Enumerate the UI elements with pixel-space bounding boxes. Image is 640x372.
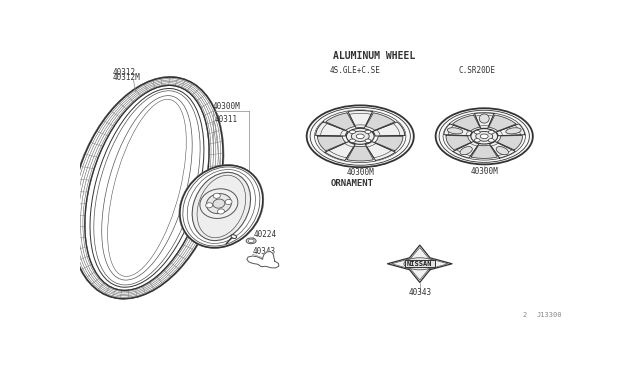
Ellipse shape — [179, 165, 264, 248]
Ellipse shape — [479, 114, 489, 123]
Text: 40311: 40311 — [215, 115, 238, 124]
Ellipse shape — [213, 193, 220, 198]
Polygon shape — [326, 113, 355, 130]
Ellipse shape — [346, 128, 374, 144]
Ellipse shape — [246, 238, 256, 244]
Text: 40224: 40224 — [253, 230, 276, 238]
Text: C.SR20DE: C.SR20DE — [458, 66, 495, 75]
Polygon shape — [474, 113, 494, 128]
Text: ALUMINUM WHEEL: ALUMINUM WHEEL — [333, 51, 415, 61]
Ellipse shape — [213, 199, 225, 208]
Ellipse shape — [351, 131, 369, 141]
Text: 40312: 40312 — [112, 68, 136, 77]
Ellipse shape — [102, 96, 192, 280]
Text: 4S.GLE+C.SE: 4S.GLE+C.SE — [330, 66, 381, 75]
Ellipse shape — [248, 239, 254, 243]
Text: 40343: 40343 — [408, 288, 431, 297]
Ellipse shape — [356, 134, 364, 139]
Ellipse shape — [404, 258, 436, 270]
Polygon shape — [365, 142, 396, 161]
Ellipse shape — [488, 131, 494, 134]
Polygon shape — [372, 122, 405, 136]
Text: NISSAN: NISSAN — [407, 261, 433, 267]
Polygon shape — [453, 141, 479, 158]
Ellipse shape — [192, 172, 250, 241]
Ellipse shape — [476, 131, 493, 141]
Polygon shape — [497, 135, 522, 150]
Polygon shape — [444, 124, 472, 136]
Ellipse shape — [231, 235, 237, 238]
Ellipse shape — [447, 128, 463, 134]
Ellipse shape — [365, 139, 371, 142]
Text: ORNAMENT: ORNAMENT — [330, 179, 374, 189]
Ellipse shape — [474, 139, 480, 142]
Ellipse shape — [205, 203, 212, 208]
Ellipse shape — [474, 131, 480, 134]
Ellipse shape — [307, 105, 414, 167]
Polygon shape — [316, 122, 348, 136]
Polygon shape — [365, 113, 395, 130]
Ellipse shape — [349, 139, 355, 142]
Ellipse shape — [488, 139, 494, 142]
Text: 40300M: 40300M — [470, 167, 498, 176]
Ellipse shape — [90, 89, 204, 287]
Ellipse shape — [365, 130, 371, 134]
Polygon shape — [348, 110, 372, 128]
Ellipse shape — [206, 194, 232, 214]
Text: 40300M: 40300M — [213, 102, 241, 111]
Text: 40343: 40343 — [253, 247, 276, 256]
Polygon shape — [490, 141, 515, 158]
Ellipse shape — [349, 130, 355, 134]
Text: 40300M: 40300M — [346, 168, 374, 177]
Polygon shape — [446, 135, 471, 150]
Polygon shape — [247, 251, 279, 268]
Ellipse shape — [471, 129, 498, 144]
Ellipse shape — [200, 189, 238, 218]
Polygon shape — [325, 142, 355, 161]
Ellipse shape — [460, 147, 472, 155]
Ellipse shape — [70, 77, 224, 299]
Ellipse shape — [225, 199, 232, 205]
Polygon shape — [317, 136, 346, 151]
Ellipse shape — [506, 128, 521, 134]
FancyBboxPatch shape — [405, 260, 435, 267]
Ellipse shape — [496, 147, 508, 155]
Polygon shape — [489, 115, 516, 131]
Text: J13300: J13300 — [536, 312, 562, 318]
Polygon shape — [388, 245, 452, 282]
Ellipse shape — [480, 134, 488, 139]
Ellipse shape — [218, 209, 225, 214]
Polygon shape — [496, 124, 525, 136]
Polygon shape — [452, 115, 480, 131]
Text: 40312M: 40312M — [112, 73, 140, 82]
Polygon shape — [374, 136, 403, 151]
Ellipse shape — [436, 108, 533, 164]
Polygon shape — [471, 145, 497, 158]
Text: 2: 2 — [522, 312, 527, 318]
Polygon shape — [347, 146, 373, 161]
